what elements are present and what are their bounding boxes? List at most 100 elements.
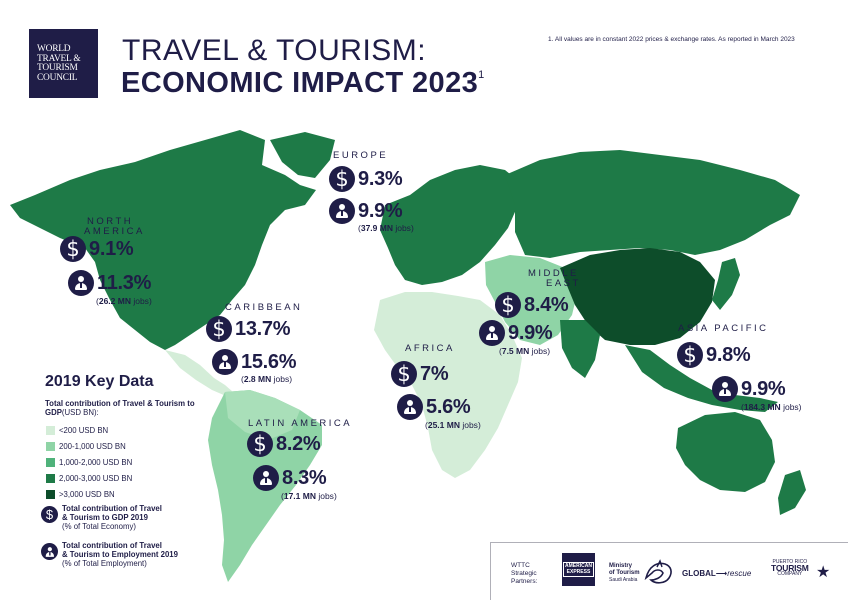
mot-line1: Ministry (609, 563, 633, 569)
mot-line3: Saudi Arabia (609, 577, 638, 583)
prt-line2: TOURISM (771, 563, 809, 573)
legend-item: >3,000 USD BN (46, 490, 115, 499)
logo-line-4: COUNCIL (37, 72, 78, 83)
china-landmass (560, 248, 715, 345)
global-rescue-logo: GLOBAL⟶rescue (682, 569, 751, 578)
caribbean-jobs: (2.8 MN jobs) (241, 374, 293, 384)
prt-line3: COMPANY (777, 571, 803, 577)
caribbean-jobs-unit: jobs (273, 374, 290, 384)
europe-jobs-unit: jobs (395, 223, 411, 233)
dollar-icon: $ (41, 506, 58, 523)
middle-east-landmass (485, 255, 578, 345)
africa-jobs-value: 25.1 MN (427, 420, 460, 430)
region-label-north-america-1: NORTH (87, 216, 134, 227)
middle-east-gdp-value: 8.4% (524, 293, 569, 316)
amex-line2: EXPRESS (566, 568, 591, 575)
new-zealand-landmass (778, 470, 806, 515)
india-landmass (560, 320, 600, 378)
legend-label: 2,000-3,000 USD BN (59, 474, 133, 483)
legend-label: 1,000-2,000 USD BN (59, 458, 133, 467)
dollar-icon: $ (495, 292, 521, 318)
footnote: 1. All values are in constant 2022 price… (548, 36, 795, 43)
legend-swatch (46, 458, 55, 467)
asia-pacific-jobs-value: 184.3 MN (743, 402, 781, 412)
global-text: GLOBAL (682, 569, 716, 578)
europe-jobs-value: 37.9 MN (360, 223, 393, 233)
star-icon: ★ (816, 564, 831, 581)
asia-pacific-gdp-stat: $ 9.8% (677, 342, 751, 368)
asia-pacific-jobs: (184.3 MN jobs) (741, 402, 802, 412)
africa-gdp-stat: $ 7% (391, 361, 449, 387)
partners-label-line3: Partners: (511, 578, 538, 585)
caribbean-gdp-stat: $ 13.7% (206, 316, 291, 342)
amex-text: AMERICAN EXPRESS (563, 562, 594, 577)
key-gdp-line2: & Tourism to GDP 2019 (62, 513, 148, 523)
legend-swatch (46, 426, 55, 435)
latin-america-employment-stat: 8.3% (253, 465, 327, 491)
middle-east-jobs-value: 7.5 MN (501, 346, 530, 356)
dollar-icon: $ (206, 316, 232, 342)
asia-pacific-employment-stat: 9.9% (712, 376, 786, 402)
africa-gdp-value: 7% (420, 362, 449, 385)
north-america-jobs-value: 26.2 MN (98, 296, 131, 306)
latin-america-gdp-stat: $ 8.2% (247, 431, 321, 457)
latin-america-employment-value: 8.3% (282, 466, 327, 489)
key-emp-line2: & Tourism to Employment 2019 (62, 550, 178, 560)
key-gdp-text: Total contribution of Travel & Tourism t… (62, 504, 162, 532)
ministry-of-tourism-logo: Ministry of Tourism Saudi Arabia (609, 563, 640, 584)
europe-gdp-stat: $ 9.3% (329, 166, 403, 192)
north-america-gdp-stat: $ 9.1% (60, 236, 134, 262)
region-label-middle-east-2: EAST (546, 278, 581, 289)
europe-gdp-value: 9.3% (358, 167, 403, 190)
key-emp-line1: Total contribution of Travel (62, 541, 162, 550)
dollar-icon: $ (60, 236, 86, 262)
puerto-rico-tourism-logo: PUERTO RICO TOURISM COMPANY (771, 559, 809, 577)
mot-line2: of Tourism (609, 570, 640, 576)
south-america-north-landmass (225, 390, 300, 440)
person-icon (41, 543, 58, 560)
key-subtitle-text: Total contribution of Travel & Tourism t… (45, 399, 195, 417)
middle-east-employment-stat: 9.9% (479, 320, 553, 346)
dollar-icon: $ (329, 166, 355, 192)
latin-america-jobs-unit: jobs (318, 491, 334, 501)
key-gdp-item: $ Total contribution of Travel & Tourism… (41, 504, 162, 532)
latin-america-jobs: (17.1 MN jobs) (281, 491, 337, 501)
person-icon (712, 376, 738, 402)
prt-line1: PUERTO RICO (772, 559, 808, 565)
person-icon (68, 270, 94, 296)
caribbean-employment-stat: 15.6% (212, 349, 297, 375)
partners-label-line2: Strategic (511, 570, 537, 577)
key-emp-note: (% of Total Employment) (62, 559, 147, 569)
greenland-landmass (270, 132, 335, 178)
dollar-icon: $ (391, 361, 417, 387)
partners-divider (490, 542, 848, 543)
africa-employment-value: 5.6% (426, 395, 471, 418)
region-label-caribbean: CARIBBEAN (225, 302, 303, 313)
north-america-employment-stat: 11.3% (68, 270, 151, 296)
title-superscript: 1 (478, 69, 485, 81)
north-america-landmass (10, 130, 316, 350)
middle-east-gdp-stat: $ 8.4% (495, 292, 569, 318)
person-icon (253, 465, 279, 491)
legend-item: 2,000-3,000 USD BN (46, 474, 132, 483)
caribbean-jobs-value: 2.8 MN (243, 374, 272, 384)
region-label-asia-pacific: ASIA PACIFIC (678, 323, 769, 334)
region-label-africa: AFRICA (405, 343, 455, 354)
north-america-employment-value: 11.3% (97, 271, 152, 294)
region-label-middle-east-1: MIDDLE (528, 268, 579, 279)
legend-swatch (46, 474, 55, 483)
legend-item: 1,000-2,000 USD BN (46, 458, 132, 467)
key-gdp-note: (% of Total Economy) (62, 522, 136, 532)
latin-america-jobs-value: 17.1 MN (283, 491, 316, 501)
partners-divider-vertical (490, 542, 491, 600)
southeast-asia-landmass (625, 345, 778, 412)
person-icon (479, 320, 505, 346)
key-gdp-line1: Total contribution of Travel (62, 504, 162, 513)
dollar-icon: $ (247, 431, 273, 457)
logo-line-3: TOURISM (37, 63, 78, 74)
legend-label: >3,000 USD BN (59, 490, 115, 499)
logo-line-1: WORLD (37, 44, 71, 54)
asia-pacific-gdp-value: 9.8% (706, 343, 751, 366)
europe-employment-value: 9.9% (358, 199, 403, 222)
